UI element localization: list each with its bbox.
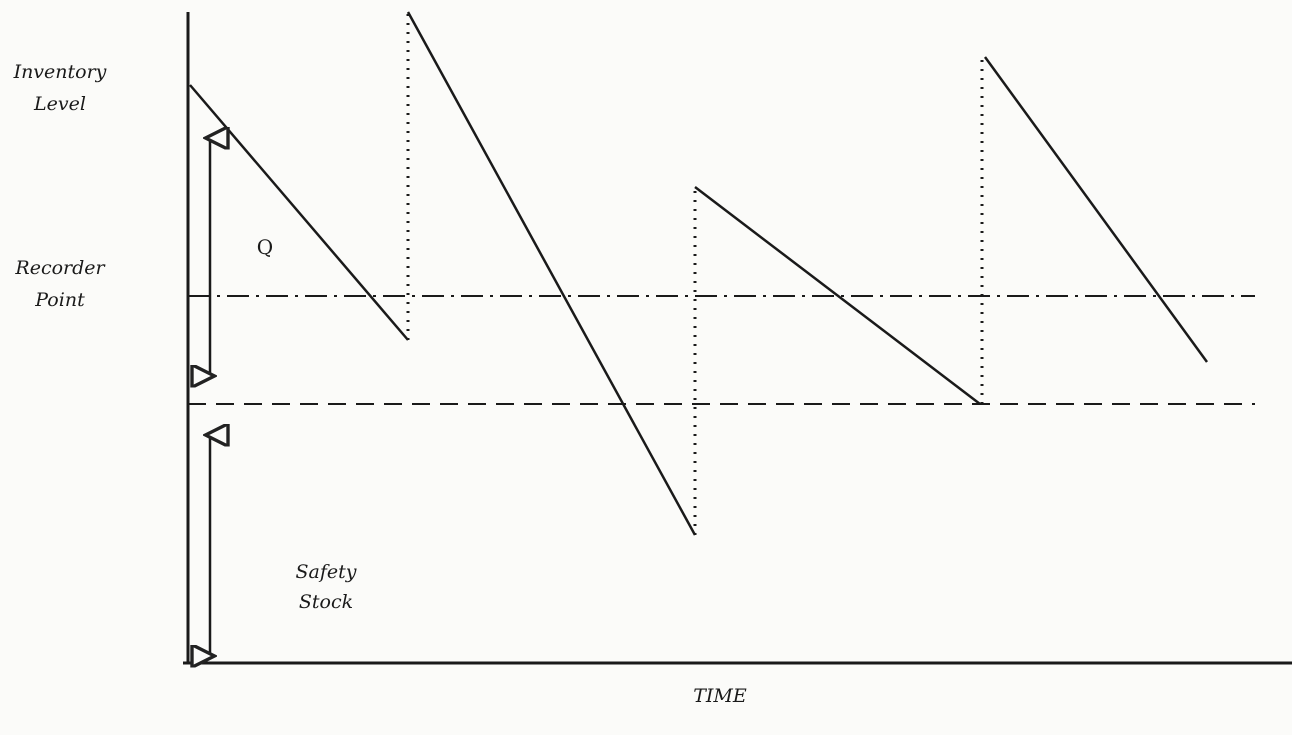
sawtooth <box>189 11 1209 536</box>
reorder-label: Recorder <box>14 257 106 279</box>
replenishment <box>406 14 984 535</box>
safety-label: Stock <box>299 591 353 613</box>
y-label: Inventory <box>13 61 107 83</box>
q-label: Q <box>257 235 273 259</box>
reorder-label: Point <box>34 289 85 311</box>
y-label: Level <box>33 93 86 115</box>
x-label: TIME <box>693 685 747 707</box>
safety-label: Safety <box>296 561 357 583</box>
lines <box>183 11 1292 663</box>
